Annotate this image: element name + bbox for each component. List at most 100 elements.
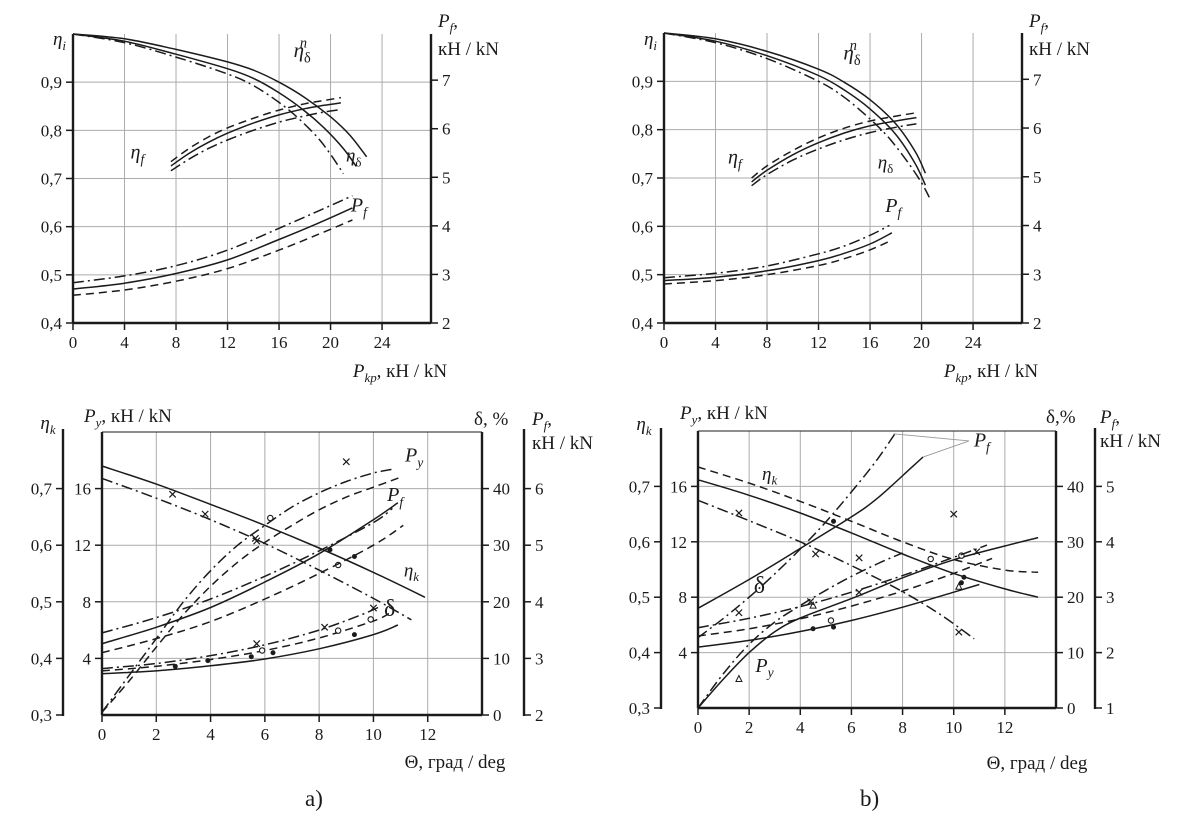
series-eta-f-solid	[751, 116, 917, 183]
x-axis: 0 4 8 12 16 20 24	[69, 321, 431, 352]
circle-marker	[334, 627, 342, 634]
y-tick-label-pf: 4	[442, 217, 451, 236]
curve-label-pf: Pf	[386, 484, 405, 509]
axis-header-pf-line1-part: P	[1028, 11, 1041, 32]
caption-b: b)	[860, 786, 880, 811]
cross-marker	[812, 550, 820, 558]
x-tick-label: 2	[152, 725, 161, 744]
y-tick-label-eta: 0,7	[629, 477, 651, 496]
curve-label-pf-part: P	[350, 194, 363, 216]
x-axis-header: Θ, град / deg	[987, 753, 1088, 774]
y-tick-label-eta: 0,5	[629, 588, 650, 607]
axis-header-pf-line1: Pf,	[437, 11, 458, 35]
triangle-marker	[809, 600, 817, 609]
curve-label-eta-delta-n-part: n	[300, 36, 307, 52]
y-tick-label-pf: 7	[442, 71, 451, 90]
cross-marker	[855, 588, 863, 596]
y-tick-label-eta: 0,9	[41, 73, 62, 92]
x-axis-header: Θ, град / deg	[405, 752, 506, 773]
curve-label-eta-k: ηk	[762, 464, 777, 488]
series-eta-f-dashdot	[751, 123, 917, 187]
series-delta-circles	[258, 616, 374, 654]
x-tick-label: 12	[996, 718, 1013, 737]
x-axis: 0 2 4 6 8 10 12	[694, 706, 1056, 737]
axis-header-pf-line2: кН / kN	[532, 433, 593, 454]
axis-header-delta-part: , %	[483, 409, 509, 430]
circle-marker	[827, 617, 835, 624]
cross-marker	[369, 604, 378, 612]
x-tick-label: 8	[763, 333, 772, 352]
dot-marker	[831, 518, 837, 524]
series-path-py-dashed	[101, 476, 401, 713]
cross-marker	[855, 554, 863, 562]
axis-header-eta-part: i	[62, 39, 66, 53]
axis-header-eta-part: η	[53, 29, 62, 50]
x-tick-label: 8	[172, 333, 181, 352]
axis-header-py-part: , кН / kN	[101, 406, 172, 427]
axis-header-pf-line1-part: f	[1041, 21, 1047, 35]
x-axis-header-part: kp	[364, 371, 377, 385]
curve-label-eta-delta-n-part: δ	[854, 53, 861, 69]
x-tick-label: 4	[120, 333, 129, 352]
series-path-delta-dashdot	[101, 605, 382, 670]
curve-label-eta-k-part: k	[771, 474, 777, 488]
series-path-pf-solid	[101, 502, 399, 645]
axis-header-pf-line1-part: P	[437, 11, 450, 32]
curve-label-eta-delta-part: δ	[887, 162, 893, 176]
axis-header-eta-part: η	[40, 413, 49, 434]
y-tick-label-pf: 7	[1033, 70, 1042, 89]
series-path-eta-k-solid	[697, 479, 1039, 598]
x-tick-label: 0	[98, 725, 107, 744]
series-pf-dashed	[663, 239, 893, 285]
y-tick-label-eta: 0,6	[629, 533, 650, 552]
series-eta-k-dashdot	[697, 499, 975, 640]
x-axis-header-part: kp	[955, 371, 968, 385]
axis-header-pf-line1: Pf,	[1099, 407, 1120, 431]
axis-header-eta: ηk	[40, 413, 55, 437]
x-tick-label: 4	[796, 718, 805, 737]
y-tick-label-pf: 5	[442, 168, 451, 187]
curve-label-pf-part: P	[386, 484, 399, 506]
x-axis-header-part: P	[352, 361, 365, 382]
cross-marker	[253, 640, 261, 648]
y-tick-label-eta: 0,6	[632, 217, 653, 236]
series-path-py-dashdot	[101, 468, 396, 713]
curve-label-pf: Pf	[350, 194, 369, 219]
x-axis-header-part: , град / deg	[418, 752, 506, 773]
dot-marker	[961, 574, 967, 580]
series-pf-solid	[72, 207, 353, 290]
y-tick-label-eta: 0,5	[632, 266, 653, 285]
y-tick-label-eta: 0,9	[632, 72, 653, 91]
x-axis-header-part: P	[943, 361, 956, 382]
series-eta-f-dashed	[751, 112, 917, 179]
y-tick-label-eta: 0,7	[41, 170, 63, 189]
curve-label-pf: Pf	[973, 430, 992, 455]
y-axis-eta: 0,4 0,5 0,6 0,7 0,8 0,9	[41, 34, 75, 333]
y-tick-label-eta: 0,5	[31, 593, 52, 612]
y-axis-pf: 2 3 4 5 6 7	[1020, 33, 1042, 333]
series-eta-k-dots	[831, 518, 837, 524]
axis-header-eta: ηi	[53, 29, 66, 53]
series-path-pf-solid	[663, 232, 893, 282]
series-pf-solid	[101, 502, 399, 645]
series-path-pf-dashdot	[101, 507, 393, 634]
curve-label-py-part: P	[404, 445, 417, 467]
x-axis: 0 2 4 6 8 10 12	[98, 713, 482, 744]
axis-header-pf-line1-part: P	[531, 409, 544, 430]
cross-marker	[168, 490, 177, 498]
curve-label-eta-f-part: f	[140, 151, 146, 166]
curve-label-delta: δ	[384, 596, 395, 622]
axis-header-py-part: P	[83, 406, 96, 427]
series-eta-f-solid	[170, 102, 342, 167]
series-py-dashed	[101, 476, 401, 713]
curve-label-eta-delta: ηδ	[346, 146, 362, 170]
series-pf-dashdot	[101, 507, 393, 634]
dot-marker	[270, 650, 276, 656]
x-tick-label: 16	[271, 333, 288, 352]
axis-header-py-part: P	[679, 403, 692, 424]
y-axis-pf: 2 3 4 5 6	[522, 429, 544, 725]
x-axis-header-part: Θ	[987, 753, 1001, 774]
axis-header-eta-part: k	[50, 423, 56, 437]
series-eta-k-solid	[101, 465, 426, 598]
